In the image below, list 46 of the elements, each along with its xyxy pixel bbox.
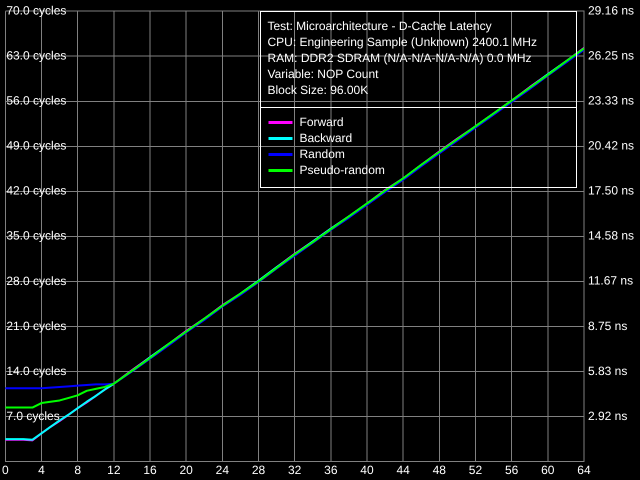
y2-tick-label: 29.16 ns: [588, 4, 634, 18]
legend-label: Pseudo-random: [300, 162, 385, 177]
x-tick-label: 16: [143, 463, 157, 478]
y2-tick-label: 2.92 ns: [588, 408, 628, 423]
y-tick-label: 49.0 cycles: [6, 138, 66, 153]
y-tick-label: 42.0 cycles: [6, 184, 66, 198]
x-tick-label: 40: [360, 463, 374, 478]
x-tick-label: 12: [107, 463, 121, 478]
y2-tick-label: 5.83 ns: [588, 364, 628, 378]
annotation: Variable: NOP Count: [268, 66, 380, 81]
y-tick-label: 35.0 cycles: [6, 228, 66, 243]
annotation: RAM: DDR2 SDRAM (N/A-N/A-N/A-N/A) 0.0 MHz: [268, 50, 532, 65]
y-tick-label: 63.0 cycles: [6, 48, 66, 63]
x-tick-label: 20: [179, 463, 194, 478]
x-tick-label: 60: [541, 463, 555, 478]
x-tick-label: 8: [74, 463, 82, 478]
y-tick-label: 21.0 cycles: [6, 318, 66, 333]
x-tick-label: 64: [577, 463, 591, 478]
y2-tick-label: 23.33 ns: [588, 94, 634, 108]
y2-tick-label: 26.25 ns: [588, 48, 634, 62]
y-tick-label: 28.0 cycles: [6, 274, 66, 288]
y2-tick-label: 20.42 ns: [588, 138, 634, 153]
annotation: Block Size: 96.00K: [268, 82, 368, 97]
y2-tick-label: 14.58 ns: [588, 228, 634, 243]
x-tick-label: 52: [468, 463, 482, 478]
annotation: CPU: Engineering Sample (Unknown) 2400.1 MHz: [268, 34, 537, 49]
x-tick-label: 44: [396, 463, 410, 478]
y-tick-label: 7.0 cycles: [6, 408, 60, 423]
y2-tick-label: 17.50 ns: [588, 184, 634, 198]
legend-label: Backward: [300, 130, 352, 145]
x-tick-label: 56: [504, 463, 519, 478]
y-tick-label: 56.0 cycles: [6, 94, 66, 108]
x-tick-label: 36: [324, 463, 338, 478]
y-tick-label: 70.0 cycles: [6, 4, 66, 18]
legend-label: Forward: [300, 114, 344, 129]
x-tick-label: 28: [252, 463, 266, 478]
x-tick-label: 48: [432, 463, 446, 478]
text: Test: Microarchitecture - D-Cache Latency: [268, 18, 492, 33]
y2-tick-label: 11.67 ns: [588, 274, 634, 288]
x-tick-label: 24: [216, 463, 230, 478]
y-tick-label: 14.0 cycles: [6, 364, 66, 378]
x-tick-label: 32: [288, 463, 302, 478]
x-tick-label: 0: [2, 463, 9, 478]
legend-label: Random: [300, 146, 345, 161]
y2-tick-label: 8.75 ns: [588, 318, 628, 333]
x-tick-label: 4: [38, 463, 46, 478]
